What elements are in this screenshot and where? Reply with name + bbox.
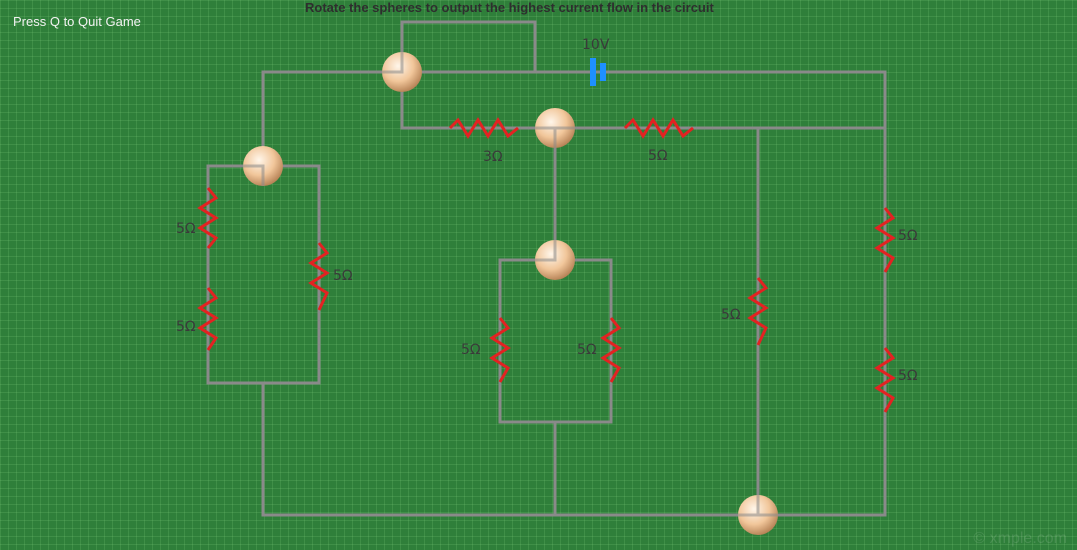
label-resistor-center-right: 5Ω [577, 342, 597, 358]
sphere-center[interactable] [535, 240, 575, 280]
sphere-top-center[interactable] [535, 108, 575, 148]
label-resistor-top-left: 3Ω [483, 149, 503, 165]
sphere-top-left[interactable] [382, 52, 422, 92]
wire-left-box [206, 164, 321, 385]
resistor-far-right-lower-zigzag [874, 347, 896, 413]
battery-plate-short [600, 63, 606, 81]
resistors [197, 117, 896, 413]
resistor-left-inner-zigzag [308, 242, 330, 311]
resistor-right-middle-zigzag [747, 277, 769, 346]
resistor-left-outer-upper-zigzag [197, 187, 219, 249]
label-resistor-far-right-upper: 5Ω [898, 228, 918, 244]
resistor-center-left-zigzag [489, 317, 511, 383]
sphere-left[interactable] [243, 146, 283, 186]
sphere-bottom-right[interactable] [738, 495, 778, 535]
label-resistor-center-left: 5Ω [461, 342, 481, 358]
label-resistor-right-middle: 5Ω [721, 307, 741, 323]
label-resistor-left-outer-lower: 5Ω [176, 319, 196, 335]
battery-plate-long [590, 58, 596, 86]
wire-center-box [498, 258, 613, 424]
label-resistor-left-inner: 5Ω [333, 268, 353, 284]
rotatable-spheres [243, 52, 778, 535]
resistor-center-right-zigzag [600, 317, 622, 383]
resistor-left-outer-lower-zigzag [197, 287, 219, 351]
battery-label: 10V [582, 37, 610, 53]
label-resistor-far-right-lower: 5Ω [898, 368, 918, 384]
wire-second-row [400, 72, 885, 130]
resistor-far-right-upper-zigzag [874, 207, 896, 273]
quit-hint: Press Q to Quit Game [13, 14, 141, 29]
resistor-labels: 3Ω 5Ω 5Ω 5Ω 5Ω 5Ω 5Ω 5Ω 5Ω 5Ω [176, 148, 918, 384]
wire-top-main [261, 70, 887, 517]
label-resistor-top-right: 5Ω [648, 148, 668, 164]
resistor-top-right-zigzag [623, 117, 694, 139]
resistor-3ohm-zigzag [448, 117, 519, 139]
label-resistor-left-outer-upper: 5Ω [176, 221, 196, 237]
battery: 10V [582, 37, 610, 86]
instruction-title: Rotate the spheres to output the highest… [305, 0, 714, 15]
wire-top-loop [400, 20, 537, 72]
watermark: © xmple.com [973, 530, 1067, 547]
